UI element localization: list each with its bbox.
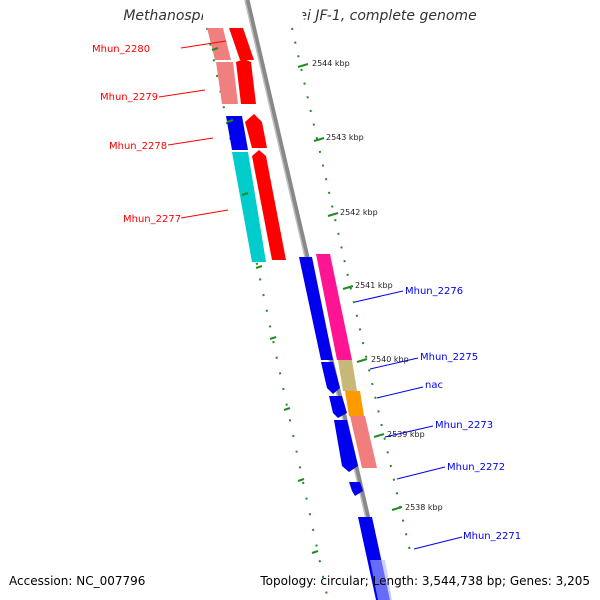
gene-nac-outer (345, 391, 364, 416)
tick-label: 2539 kbp (387, 430, 425, 439)
leader-line (180, 40, 227, 49)
tick-label: 2542 kbp (340, 208, 378, 217)
gene-mhun-2278-outer (226, 116, 248, 150)
minor-tick (226, 119, 234, 123)
gene-mhun-2273[interactable] (334, 420, 358, 472)
gene-mhun-2276-outer (316, 254, 352, 360)
minor-tick (311, 550, 319, 554)
leader-line (167, 137, 214, 146)
tick-mark (327, 212, 339, 217)
gene-label-nac[interactable]: nac (425, 380, 443, 391)
minor-tick (241, 192, 249, 196)
gene-mhun-2273-outer (350, 416, 377, 468)
gene-mhun-2275[interactable] (321, 362, 340, 394)
gene-mhun-2278[interactable] (245, 114, 267, 148)
leader-line (413, 536, 463, 550)
gene-label-mhun-2278[interactable]: Mhun_2278 (109, 141, 167, 152)
gene-mhun-2280[interactable] (229, 28, 254, 60)
gene-label-mhun-2271[interactable]: Mhun_2271 (463, 531, 521, 542)
gene-label-mhun-2280[interactable]: Mhun_2280 (92, 44, 150, 55)
leader-line (369, 357, 419, 370)
leader-line (396, 466, 446, 480)
gene-nac[interactable] (329, 396, 347, 418)
gene-mhun-2271-fade (370, 560, 392, 600)
minor-tick (255, 265, 263, 269)
gene-label-mhun-2279[interactable]: Mhun_2279 (100, 92, 158, 103)
gene-label-mhun-2276[interactable]: Mhun_2276 (405, 286, 463, 297)
gene-mhun-2275-outer (338, 360, 357, 391)
gene-label-mhun-2272[interactable]: Mhun_2272 (447, 462, 505, 473)
tick-label: 2538 kbp (405, 503, 443, 512)
leader-line (158, 89, 206, 98)
tick-label: 2544 kbp (312, 59, 350, 68)
leader-line (376, 386, 424, 399)
gene-mhun-2277[interactable] (252, 150, 286, 260)
accession-label: Accession: NC_007796 (9, 574, 146, 588)
leader-line (180, 209, 229, 219)
gene-label-mhun-2277[interactable]: Mhun_2277 (123, 214, 181, 225)
gene-label-mhun-2275[interactable]: Mhun_2275 (420, 352, 478, 363)
tick-mark (373, 433, 385, 438)
tick-label: 2543 kbp (326, 133, 364, 142)
gene-mhun-2272[interactable] (349, 482, 363, 496)
genome-summary: Topology: circular; Length: 3,544,738 bp… (260, 574, 590, 588)
tick-mark (313, 137, 325, 142)
minor-tick (283, 407, 291, 411)
gene-mhun-2280-outer (207, 28, 231, 60)
minor-tick (269, 336, 277, 340)
gene-mhun-2279-outer (216, 62, 238, 104)
minor-tick (297, 478, 305, 482)
gene-mhun-2279[interactable] (236, 59, 256, 104)
leader-line (384, 425, 434, 438)
outer-track-left (206, 27, 329, 600)
tick-label: 2541 kbp (355, 281, 393, 290)
tick-mark (297, 63, 309, 68)
minor-tick (211, 47, 219, 51)
leader-line (354, 290, 404, 303)
gene-mhun-2277-outer (232, 152, 266, 262)
tick-mark (356, 358, 368, 363)
tick-label: 2540 kbp (371, 355, 409, 364)
tick-mark (342, 285, 354, 290)
gene-label-mhun-2273[interactable]: Mhun_2273 (435, 420, 493, 431)
tick-mark (391, 506, 403, 511)
gene-mhun-2276[interactable] (299, 257, 333, 360)
